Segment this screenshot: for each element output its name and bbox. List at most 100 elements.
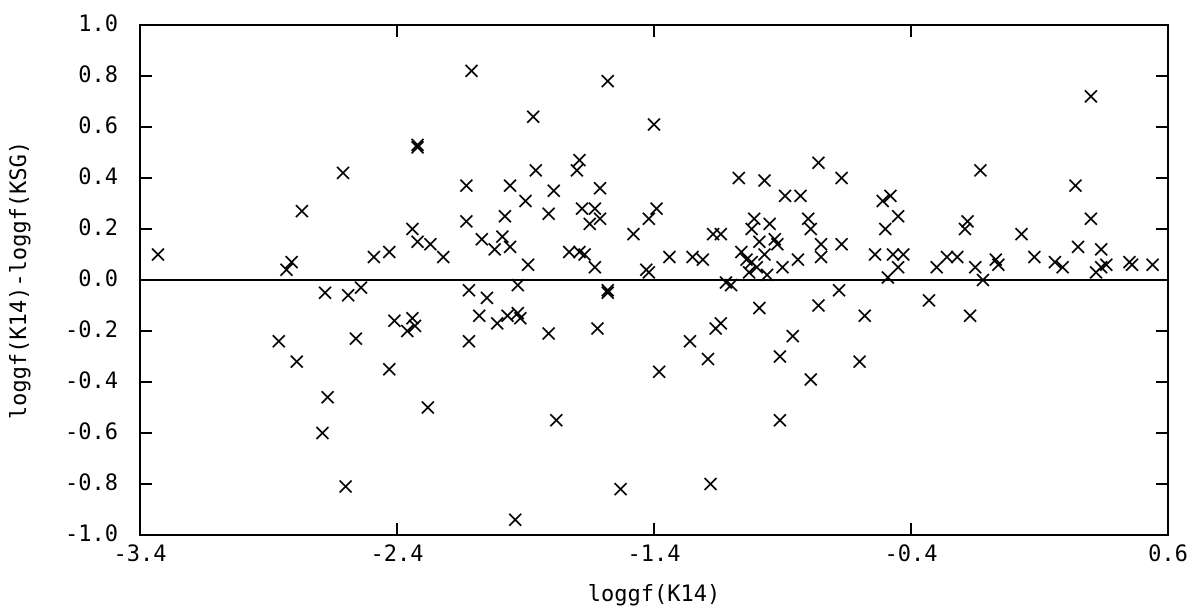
y-tick-label: -1.0 bbox=[65, 522, 118, 547]
point bbox=[464, 64, 479, 78]
point bbox=[773, 413, 787, 427]
point bbox=[752, 235, 767, 249]
x-tick-label: -0.4 bbox=[885, 542, 938, 567]
point bbox=[724, 278, 738, 292]
point bbox=[367, 250, 381, 264]
point bbox=[349, 332, 363, 346]
point bbox=[626, 227, 641, 241]
point bbox=[549, 413, 563, 427]
point bbox=[336, 166, 350, 180]
point bbox=[834, 237, 849, 251]
point bbox=[811, 298, 826, 313]
point bbox=[503, 240, 517, 254]
y-tick-label: -0.2 bbox=[65, 318, 118, 343]
point bbox=[773, 349, 787, 364]
y-tick-label: -0.4 bbox=[65, 369, 118, 394]
point bbox=[583, 217, 597, 231]
point bbox=[541, 207, 556, 221]
x-tick-label: -3.4 bbox=[114, 542, 167, 567]
point bbox=[320, 390, 335, 404]
point bbox=[976, 273, 990, 287]
point bbox=[588, 201, 602, 216]
point bbox=[593, 181, 607, 195]
point bbox=[868, 247, 882, 262]
point bbox=[488, 242, 502, 257]
y-tick-label: 0.4 bbox=[78, 165, 118, 190]
point bbox=[1055, 260, 1070, 274]
point bbox=[804, 222, 818, 236]
point bbox=[745, 222, 759, 236]
point bbox=[734, 245, 749, 259]
x-tick-label: -1.4 bbox=[628, 542, 681, 567]
point bbox=[601, 286, 615, 300]
y-tick-label: -0.6 bbox=[65, 420, 118, 445]
point bbox=[495, 230, 510, 244]
point bbox=[511, 278, 525, 292]
point bbox=[793, 189, 808, 203]
point bbox=[891, 209, 905, 223]
point bbox=[498, 209, 512, 223]
point bbox=[387, 314, 402, 328]
point bbox=[786, 329, 800, 343]
point bbox=[508, 513, 522, 527]
y-tick-label: 0.8 bbox=[78, 63, 118, 88]
point bbox=[1071, 240, 1085, 254]
point bbox=[770, 237, 784, 251]
point bbox=[400, 324, 414, 338]
point bbox=[593, 212, 607, 226]
point bbox=[858, 309, 872, 323]
point bbox=[382, 245, 396, 259]
point bbox=[940, 250, 954, 264]
point bbox=[886, 247, 900, 262]
point bbox=[747, 212, 761, 226]
point bbox=[930, 260, 944, 274]
point bbox=[876, 194, 890, 208]
point bbox=[338, 479, 353, 494]
point bbox=[490, 316, 504, 330]
point bbox=[775, 260, 790, 274]
point bbox=[814, 250, 828, 264]
point bbox=[750, 260, 764, 274]
point bbox=[968, 260, 982, 274]
point bbox=[421, 400, 435, 415]
point bbox=[462, 283, 476, 297]
point bbox=[472, 309, 486, 323]
y-tick-label: 0.0 bbox=[78, 267, 118, 292]
point bbox=[963, 309, 977, 323]
point bbox=[881, 270, 895, 285]
point bbox=[601, 283, 615, 297]
point bbox=[732, 171, 746, 185]
point bbox=[572, 153, 587, 167]
point bbox=[1084, 89, 1098, 104]
point bbox=[883, 189, 898, 203]
point bbox=[1048, 255, 1062, 269]
point bbox=[662, 250, 677, 264]
point bbox=[852, 354, 867, 369]
point bbox=[991, 258, 1006, 272]
point bbox=[541, 326, 556, 341]
point bbox=[760, 268, 774, 282]
point bbox=[410, 140, 425, 155]
point bbox=[405, 311, 420, 325]
point bbox=[696, 252, 710, 267]
point bbox=[642, 265, 656, 279]
point bbox=[896, 247, 910, 262]
point bbox=[685, 250, 700, 264]
point bbox=[526, 110, 540, 124]
point bbox=[423, 237, 438, 251]
point bbox=[295, 204, 309, 218]
point bbox=[405, 222, 420, 236]
point bbox=[1145, 258, 1160, 272]
point bbox=[891, 260, 905, 274]
point bbox=[601, 74, 615, 88]
point bbox=[382, 362, 396, 376]
point bbox=[410, 235, 425, 249]
point bbox=[284, 255, 299, 269]
point bbox=[652, 365, 666, 379]
point bbox=[518, 194, 533, 208]
point bbox=[973, 163, 988, 177]
point bbox=[408, 319, 422, 333]
point bbox=[547, 184, 561, 198]
